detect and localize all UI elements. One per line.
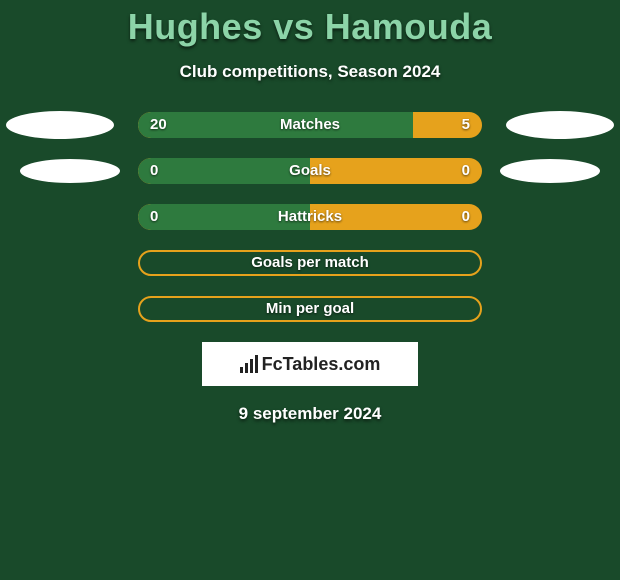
stat-row: 00Goals: [0, 158, 620, 184]
barchart-icon: [240, 355, 258, 373]
stat-label: Hattricks: [138, 204, 482, 230]
stat-bar: Goals per match: [138, 250, 482, 276]
player-left-marker: [20, 159, 120, 183]
page-title: Hughes vs Hamouda: [0, 0, 620, 48]
stat-bar: Min per goal: [138, 296, 482, 322]
attribution-badge: FcTables.com: [202, 342, 418, 386]
stat-label: Matches: [138, 112, 482, 138]
date-text: 9 september 2024: [0, 404, 620, 424]
player-right-marker: [500, 159, 600, 183]
stat-bar: 00Goals: [138, 158, 482, 184]
stat-row: Min per goal: [0, 296, 620, 322]
stat-row: Goals per match: [0, 250, 620, 276]
player-right-marker: [506, 111, 614, 139]
stat-row: 00Hattricks: [0, 204, 620, 230]
stat-label: Goals: [138, 158, 482, 184]
stat-label: Goals per match: [140, 252, 480, 274]
stat-bar: 00Hattricks: [138, 204, 482, 230]
subtitle: Club competitions, Season 2024: [0, 62, 620, 82]
stat-label: Min per goal: [140, 298, 480, 320]
attribution-text: FcTables.com: [262, 354, 381, 375]
comparison-rows: 205Matches 00Goals 00Hattricks Goals per ma…: [0, 112, 620, 322]
stat-bar: 205Matches: [138, 112, 482, 138]
player-left-marker: [6, 111, 114, 139]
stat-row: 205Matches: [0, 112, 620, 138]
